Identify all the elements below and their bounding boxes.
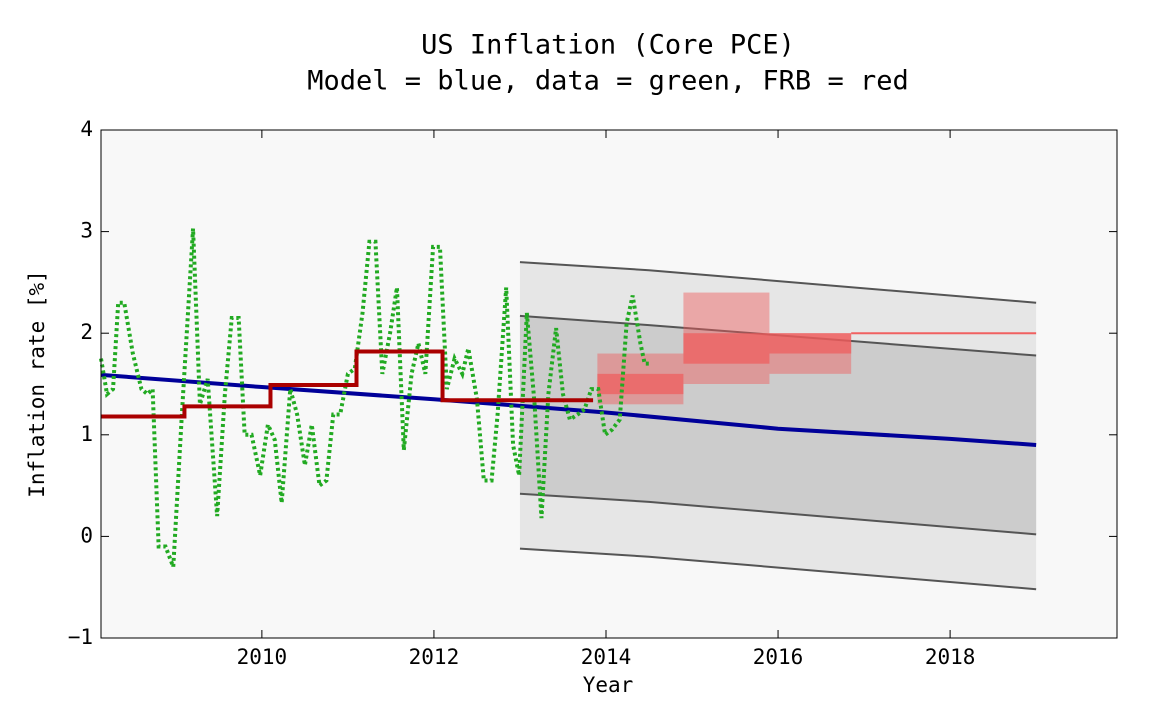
x-tick-label: 2016 — [753, 645, 804, 669]
series-line — [100, 372, 1037, 447]
plot-frame — [100, 129, 1118, 639]
x-axis-label: Year — [583, 673, 634, 697]
x-tick-label: 2018 — [925, 645, 976, 669]
band-edge — [519, 314, 1037, 357]
band-edge — [519, 261, 1037, 304]
frb-range — [769, 333, 852, 354]
band — [519, 315, 1037, 535]
series-line — [101, 349, 594, 419]
x-tick-label: 2014 — [581, 645, 632, 669]
band-edge — [519, 547, 1037, 591]
y-tick-label: 0 — [80, 523, 93, 547]
y-tick-label: 3 — [80, 219, 93, 243]
x-tick-label: 2012 — [409, 645, 460, 669]
y-tick-label: 2 — [80, 320, 93, 344]
y-tick-label: −1 — [68, 625, 93, 649]
y-tick-label: 4 — [80, 117, 93, 141]
chart-title: US Inflation (Core PCE) — [421, 30, 795, 61]
series-line — [99, 228, 651, 568]
y-tick-label: 1 — [80, 422, 93, 446]
y-axis-label: Inflation rate [%] — [25, 270, 49, 498]
frb-range — [683, 333, 770, 364]
band-edge — [519, 492, 1037, 536]
x-tick-label: 2010 — [237, 645, 288, 669]
frb-range — [597, 373, 684, 395]
chart-subtitle: Model = blue, data = green, FRB = red — [307, 66, 908, 97]
